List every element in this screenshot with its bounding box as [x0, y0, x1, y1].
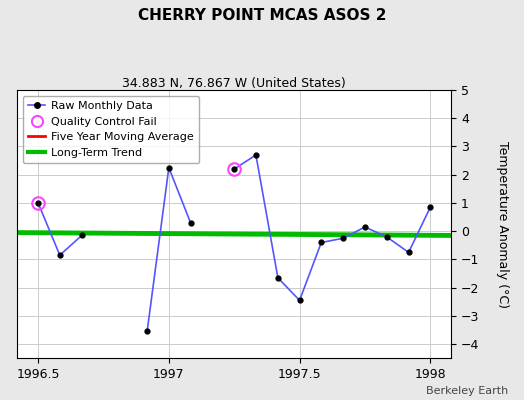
Title: 34.883 N, 76.867 W (United States): 34.883 N, 76.867 W (United States): [122, 77, 346, 90]
Text: CHERRY POINT MCAS ASOS 2: CHERRY POINT MCAS ASOS 2: [138, 8, 386, 23]
Text: Berkeley Earth: Berkeley Earth: [426, 386, 508, 396]
Legend: Raw Monthly Data, Quality Control Fail, Five Year Moving Average, Long-Term Tren: Raw Monthly Data, Quality Control Fail, …: [23, 96, 199, 163]
Y-axis label: Temperature Anomaly (°C): Temperature Anomaly (°C): [496, 141, 509, 308]
